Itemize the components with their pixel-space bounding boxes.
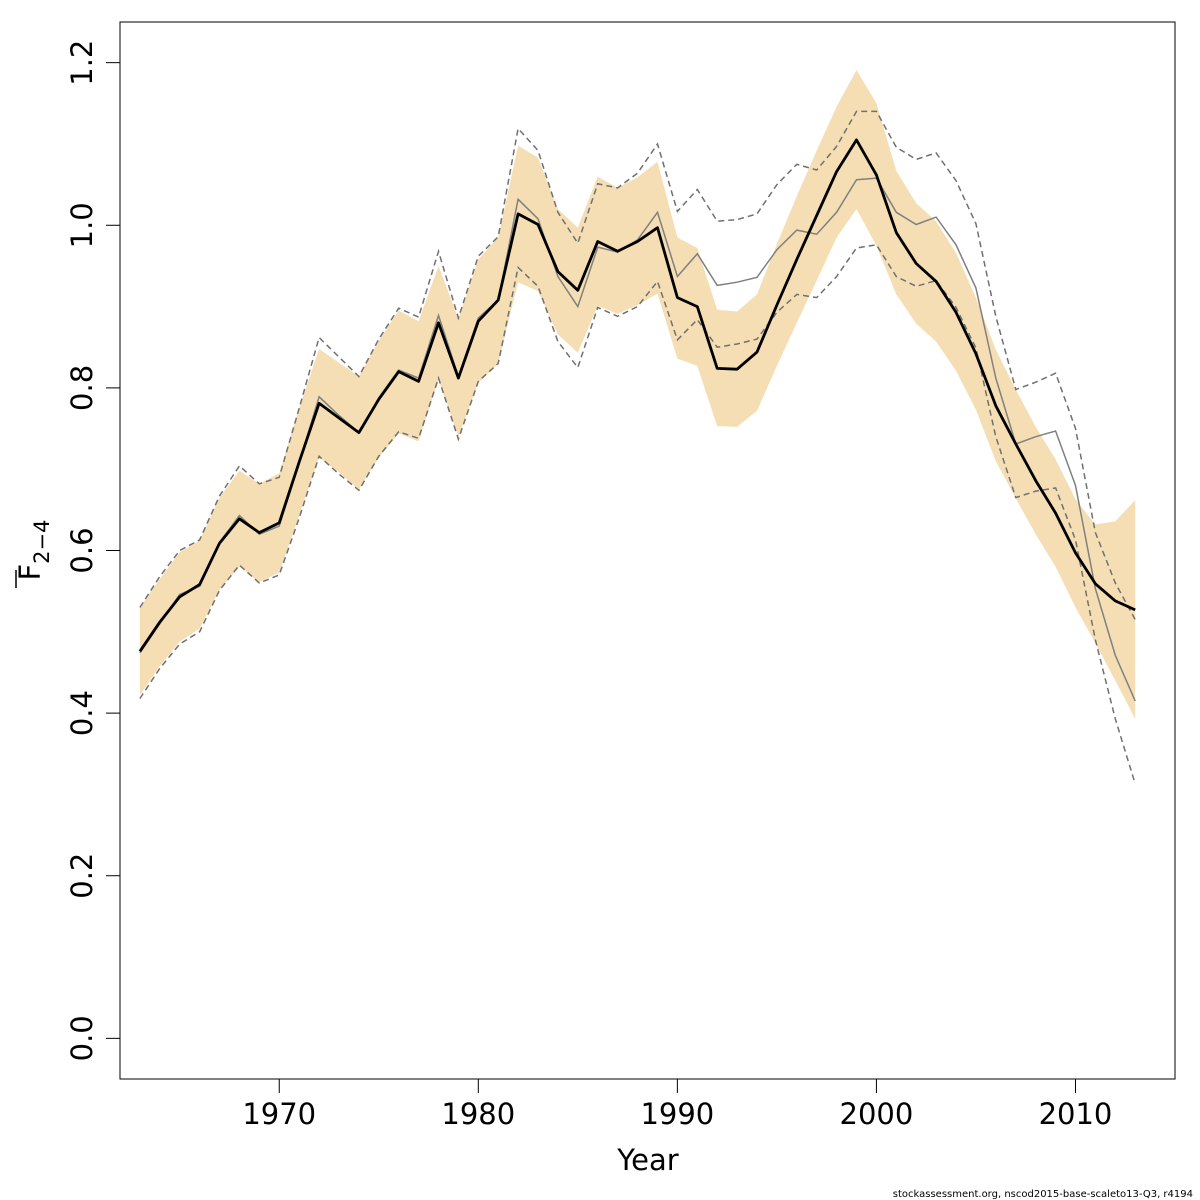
x-tick-label: 1990 [640,1097,714,1131]
confidence-band [139,70,1136,719]
x-tick-label: 1970 [242,1097,316,1131]
y-tick-label-group: 1.2 [65,40,99,86]
y-tick-label: 0.6 [65,527,99,573]
y-tick-label: 0.8 [65,365,99,411]
x-axis: 1970 1980 1990 2000 2010 [242,1078,1113,1131]
y-tick-label: 0.4 [65,690,99,736]
y-axis: 0.0 0.2 0.4 0.6 0.8 1.0 1.2 [65,40,121,1061]
x-tick-label: 2010 [1039,1097,1113,1131]
estimate-line [138,138,1136,653]
x-tick-label: 2000 [840,1097,914,1131]
x-axis-title: Year [616,1143,678,1177]
y-tick-label-group: 0.2 [65,853,99,899]
footer-source-text: stockassessment.org, nscod2015-base-scal… [893,1189,1193,1200]
y-axis-title-subscript: 2−4 [30,519,54,563]
y-tick-label-group: 1.0 [65,202,99,248]
y-tick-label: 1.0 [65,202,99,248]
comparison-lower-line [139,243,1136,785]
y-axis-title-main: F [13,564,47,581]
y-tick-label: 0.0 [65,1015,99,1061]
y-axis-title: F2−4 [13,519,54,588]
svg-text:F2−4: F2−4 [13,519,54,580]
y-tick-label-group: 0.4 [65,690,99,736]
y-tick-label: 1.2 [65,40,99,86]
y-tick-label-group: 0.0 [65,1015,99,1061]
y-tick-label-group: 0.8 [65,365,99,411]
y-tick-label: 0.2 [65,853,99,899]
plot-area [138,70,1136,785]
comparison-upper-line [139,110,1136,620]
y-tick-label-group: 0.6 [65,527,99,573]
x-tick-label: 1980 [441,1097,515,1131]
